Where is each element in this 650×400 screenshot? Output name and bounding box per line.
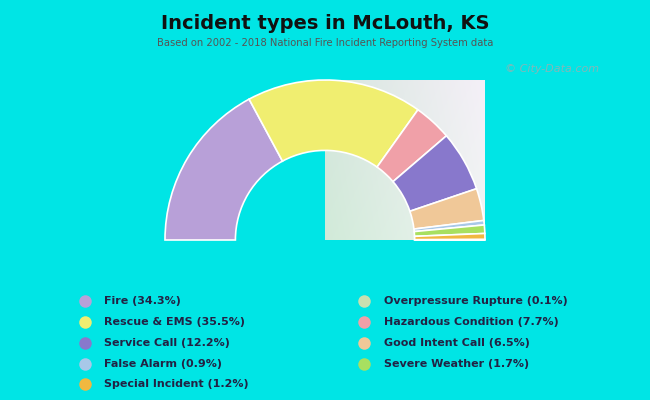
Text: Rescue & EMS (35.5%): Rescue & EMS (35.5%) [104, 317, 245, 327]
Text: Special Incident (1.2%): Special Incident (1.2%) [104, 379, 248, 389]
Wedge shape [414, 220, 484, 232]
Wedge shape [165, 99, 283, 240]
Text: Service Call (12.2%): Service Call (12.2%) [104, 338, 230, 348]
Text: Severe Weather (1.7%): Severe Weather (1.7%) [384, 358, 528, 369]
Wedge shape [414, 225, 485, 236]
Text: Based on 2002 - 2018 National Fire Incident Reporting System data: Based on 2002 - 2018 National Fire Incid… [157, 38, 493, 48]
Text: Fire (34.3%): Fire (34.3%) [104, 296, 181, 306]
Text: Overpressure Rupture (0.1%): Overpressure Rupture (0.1%) [384, 296, 567, 306]
Text: Incident types in McLouth, KS: Incident types in McLouth, KS [161, 14, 489, 33]
Text: © City-Data.com: © City-Data.com [506, 64, 599, 74]
Wedge shape [393, 136, 476, 211]
Wedge shape [377, 110, 447, 182]
Wedge shape [410, 189, 484, 229]
Text: Good Intent Call (6.5%): Good Intent Call (6.5%) [384, 338, 529, 348]
Wedge shape [415, 234, 485, 240]
Wedge shape [249, 80, 418, 167]
Text: False Alarm (0.9%): False Alarm (0.9%) [104, 358, 222, 369]
Text: Hazardous Condition (7.7%): Hazardous Condition (7.7%) [384, 317, 558, 327]
